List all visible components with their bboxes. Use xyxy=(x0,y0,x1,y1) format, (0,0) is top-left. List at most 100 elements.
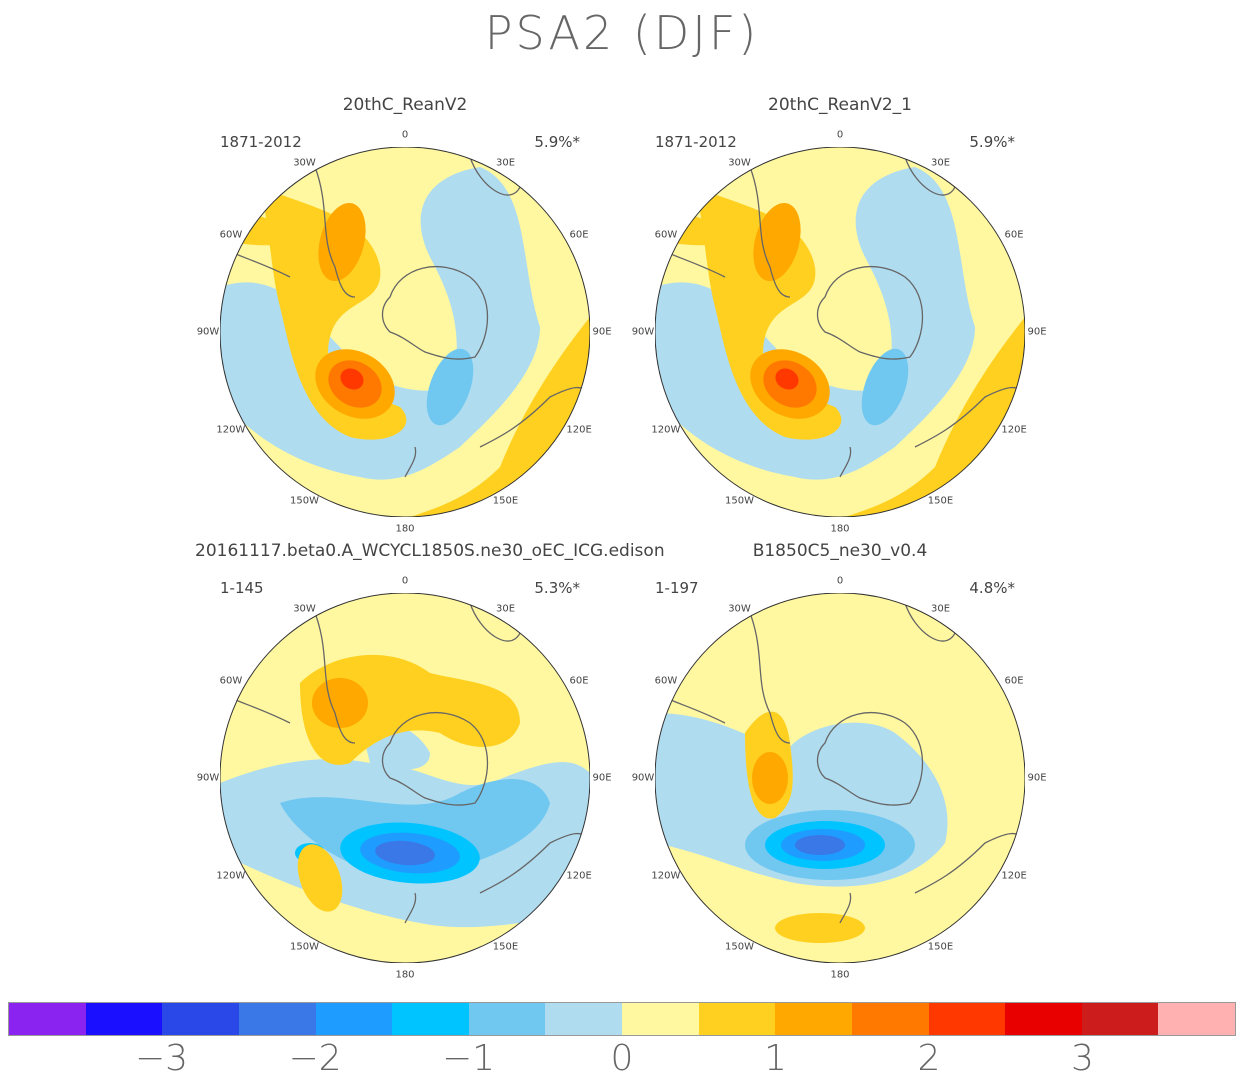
longitude-label: 150W xyxy=(725,941,754,953)
colorbar-tick-label: −2 xyxy=(288,1038,342,1079)
polar-stereographic-map xyxy=(655,593,1025,963)
longitude-label: 0 xyxy=(401,129,409,141)
colorbar-swatch xyxy=(775,1003,852,1035)
longitude-label: 60W xyxy=(654,675,678,686)
panel-year-range: 1871-2012 xyxy=(220,133,302,151)
colorbar-swatch xyxy=(1158,1003,1235,1035)
longitude-label: 150E xyxy=(492,941,519,953)
longitude-label: 120W xyxy=(216,870,246,881)
new-zealand-outline xyxy=(404,446,417,478)
longitude-label: 150W xyxy=(290,495,319,507)
longitude-label: 180 xyxy=(395,969,415,981)
longitude-label: 90W xyxy=(631,326,655,338)
longitude-label: 90W xyxy=(631,772,655,784)
positive-region xyxy=(695,187,842,440)
panel-variance-percent: 5.3%* xyxy=(534,579,580,597)
orange-north xyxy=(753,202,801,282)
colorbar-swatch xyxy=(392,1003,469,1035)
longitude-label: 30W xyxy=(293,603,316,615)
longitude-label: 180 xyxy=(395,523,415,535)
longitude-label: 30E xyxy=(930,157,951,169)
longitude-label: 150E xyxy=(492,495,519,507)
longitude-label: 180 xyxy=(830,523,850,535)
colorbar-swatch xyxy=(851,1003,929,1035)
longitude-label: 150W xyxy=(725,495,754,507)
longitude-label: 90E xyxy=(592,772,612,784)
colorbar-swatch xyxy=(545,1003,622,1035)
longitude-label: 30W xyxy=(728,603,751,615)
panel-year-range: 1871-2012 xyxy=(655,133,737,151)
colorbar-tick-label: 1 xyxy=(764,1038,787,1079)
yellow-south xyxy=(775,913,865,943)
longitude-label: 30E xyxy=(930,603,951,615)
orange-north xyxy=(312,678,368,728)
colorbar-labels: −3 −2 −1 0 1 2 3 xyxy=(8,1038,1236,1080)
positive-region xyxy=(260,187,407,440)
longitude-label: 120E xyxy=(1001,870,1027,881)
new-zealand-outline xyxy=(839,446,852,478)
longitude-label: 30W xyxy=(293,157,316,169)
longitude-label: 120W xyxy=(651,870,681,881)
blue-core xyxy=(795,835,845,855)
panel-variance-percent: 5.9%* xyxy=(969,133,1015,151)
longitude-label: 120W xyxy=(216,424,246,435)
longitude-label: 150E xyxy=(927,941,954,953)
yellow-south xyxy=(297,844,343,912)
antarctica-outline xyxy=(816,265,924,360)
blue-core xyxy=(375,840,435,866)
figure-title: PSA2 (DJF) xyxy=(484,6,760,60)
longitude-label: 0 xyxy=(836,129,844,141)
colorbar-tick-label: 2 xyxy=(917,1038,941,1079)
longitude-label: 90W xyxy=(196,772,220,784)
longitude-label: 60W xyxy=(654,229,678,240)
longitude-label: 90E xyxy=(592,326,612,338)
longitude-label: 30E xyxy=(495,157,516,169)
longitude-label: 60E xyxy=(569,675,589,686)
longitude-label: 90E xyxy=(1027,326,1047,338)
longitude-label: 150W xyxy=(290,941,319,953)
colorbar-swatch xyxy=(9,1003,86,1035)
panel-title: 20thC_ReanV2 xyxy=(342,95,468,115)
longitude-label: 30W xyxy=(728,157,751,169)
blue-anomaly xyxy=(426,348,474,426)
colorbar-tick-label: −3 xyxy=(134,1038,189,1079)
longitude-label: 60W xyxy=(219,675,243,686)
colorbar-swatch xyxy=(162,1003,239,1035)
panel-title: 20thC_ReanV2_1 xyxy=(768,95,912,115)
longitude-label: 30E xyxy=(495,603,516,615)
panel-year-range: 1-145 xyxy=(220,579,264,597)
map-panel: B1850C5_ne30_v0.4 1-197 4.8%* 0 30E 60E 90E 120… xyxy=(630,541,1050,981)
colorbar-swatch xyxy=(315,1003,393,1035)
red-core xyxy=(775,368,799,390)
polar-stereographic-map xyxy=(220,147,590,517)
colorbar-swatch xyxy=(1005,1003,1082,1035)
longitude-label: 60W xyxy=(219,229,243,240)
colorbar-swatch xyxy=(622,1003,699,1035)
antarctica-outline xyxy=(381,711,489,806)
panel-title: 20161117.beta0.A_WCYCL1850S.ne30_oEC_ICG… xyxy=(195,541,665,561)
panel-variance-percent: 5.9%* xyxy=(534,133,580,151)
longitude-label: 120E xyxy=(566,424,592,435)
longitude-label: 0 xyxy=(401,575,409,587)
map-panel: 20thC_ReanV2 1871-2012 5.9%* 0 30E 60E 90E 120E… xyxy=(195,95,615,535)
panel-variance-percent: 4.8%* xyxy=(969,579,1015,597)
longitude-label: 90E xyxy=(1027,772,1047,784)
longitude-label: 150E xyxy=(927,495,954,507)
polar-stereographic-map xyxy=(220,593,590,963)
longitude-label: 180 xyxy=(830,969,850,981)
red-core xyxy=(340,368,364,390)
panel-year-range: 1-197 xyxy=(655,579,699,597)
orange-north xyxy=(318,202,366,282)
longitude-label: 120E xyxy=(1001,424,1027,435)
longitude-label: 60E xyxy=(1004,229,1024,240)
longitude-label: 0 xyxy=(836,575,844,587)
colorbar-swatch xyxy=(238,1003,316,1035)
antarctica-outline xyxy=(381,265,489,360)
longitude-label: 60E xyxy=(1004,675,1024,686)
colorbar xyxy=(8,1002,1236,1036)
colorbar-tick-label: 3 xyxy=(1071,1038,1094,1079)
polar-stereographic-map xyxy=(655,147,1025,517)
new-zealand-outline xyxy=(404,892,417,924)
new-zealand-outline xyxy=(839,892,852,924)
longitude-label: 90W xyxy=(196,326,220,338)
